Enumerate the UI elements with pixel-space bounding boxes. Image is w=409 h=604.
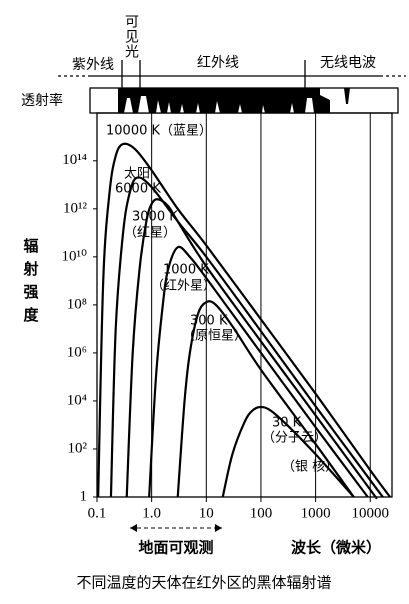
x-tick-label: 0.1 [88, 505, 107, 521]
y-tick-label: 10¹⁴ [62, 152, 87, 168]
annotation: （原恒星） [182, 329, 247, 344]
y-tick-label: 10¹⁰ [61, 248, 87, 264]
y-tick-label: 10⁸ [67, 296, 87, 312]
annotation: （银 核） [282, 460, 338, 475]
y-tick-label: 10⁶ [67, 344, 87, 360]
x-tick-label: 1000 [301, 505, 331, 521]
ground-label: 地面可观测 [138, 539, 213, 557]
curve-label: 6000 K [115, 182, 161, 197]
x-tick-label: 10 [199, 505, 214, 521]
transmission-absorbed [118, 88, 330, 113]
curve-label: 1000 K [163, 263, 209, 278]
curve-label: 3000 K [132, 210, 178, 225]
caption: 不同温度的天体在红外区的黑体辐射谱 [76, 574, 331, 592]
curve [125, 198, 378, 500]
x-tick-label: 100 [250, 505, 273, 521]
band-label: 红外线 [197, 55, 239, 71]
curve [221, 405, 355, 498]
x-axis-label: 波长（微米） [291, 539, 381, 557]
transmission-absorbed [344, 88, 350, 104]
x-tick-label: 1.0 [142, 505, 161, 521]
curve-label: 300 K [190, 314, 228, 329]
y-tick-label: 10¹² [63, 200, 87, 216]
band-label: 无线电波 [320, 55, 376, 71]
visible-label: 可见光 [123, 14, 139, 59]
transmission-label: 透射率 [21, 92, 63, 109]
curve [176, 300, 355, 498]
y-tick-label: 1 [80, 488, 88, 504]
band-label: 紫外线 [72, 57, 114, 73]
annotation: （红星） [124, 225, 176, 241]
curve-label: 10000 K（蓝星） [106, 124, 212, 139]
y-tick-label: 10² [68, 440, 88, 456]
y-tick-label: 10⁴ [67, 392, 87, 408]
curve [148, 245, 369, 498]
transmission-window [124, 96, 314, 113]
annotation: （红外星） [151, 278, 216, 294]
y-axis-label: 辐射强度 [22, 237, 40, 330]
curve [97, 142, 391, 498]
curve-label: 30 K [272, 416, 302, 431]
annotation: （分子云） [262, 431, 327, 446]
x-tick-label: 10000 [352, 505, 390, 521]
annotation: 太阳 [124, 167, 150, 182]
